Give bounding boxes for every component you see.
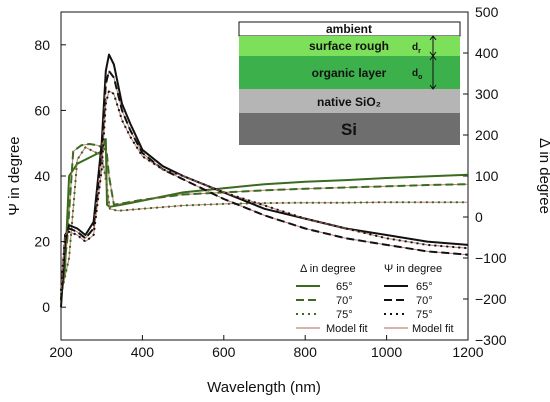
x-tick-label: 1000 [371,344,402,360]
legend-psi-65-label: 65° [416,281,433,293]
legend-delta-75-label: 75° [336,309,353,321]
x-tick-label: 600 [212,344,236,360]
legend-delta-70-label: 70° [336,295,353,307]
x-axis-label: Wavelength (nm) [207,379,321,396]
inset-native-sio2 [239,89,460,113]
legend-psi-70-label: 70° [416,295,433,307]
series-line-delta-65 [60,138,469,300]
y-right-tick-label: −200 [475,291,507,307]
legend-delta-65-label: 65° [336,281,353,293]
y-right-tick-label: 200 [475,127,499,143]
inset-native-sio2-label: native SiO₂ [317,95,381,109]
layer-stack-inset: ambient surface rough organic layer nati… [238,21,461,145]
y-left-tick-label: 0 [42,299,50,315]
model-fit-line-0 [60,138,469,300]
model-fit-line-5 [60,89,469,291]
y-right-tick-label: 300 [475,86,499,102]
y-left-axis-label: Ψ in degree [6,136,23,215]
model-fit-line-2 [60,146,468,296]
inset-dr-label: dr [412,42,421,55]
inset-si-label: Si [341,120,357,139]
inset-organic-layer [239,56,460,89]
inset-surface-rough [239,36,460,56]
legend-psi-title: Ψ in degree [384,263,442,275]
y-right-axis-label: Δ in degree [536,138,550,214]
inset-si [239,113,460,145]
x-tick-label: 200 [49,344,73,360]
legend: Δ in degree 65° 70° 75° Model fit Ψ in d… [296,263,454,335]
legend-psi-75-label: 75° [416,309,433,321]
y-left-tick-label: 60 [34,102,50,118]
inset-do-label: do [412,68,422,81]
y-right-tick-label: 400 [475,45,499,61]
legend-delta-fit-label: Model fit [326,323,368,335]
series-line-psi-70 [60,70,469,301]
inset-ambient-label: ambient [326,22,372,36]
tick-layer: 200 400 600 800 1000 1200020406080−300−200−10… [34,4,506,360]
x-tick-label: 800 [294,344,318,360]
y-left-tick-label: 20 [34,234,50,250]
x-tick-label: 400 [131,344,155,360]
legend-delta-title: Δ in degree [300,263,356,275]
inset-surface-rough-label: surface rough [309,39,389,53]
y-right-tick-label: 0 [475,209,483,225]
y-right-tick-label: 500 [475,4,499,20]
legend-psi-fit-label: Model fit [412,323,454,335]
y-left-tick-label: 40 [34,168,50,184]
y-right-tick-label: −100 [475,250,507,266]
y-left-tick-label: 80 [34,37,50,53]
y-right-tick-label: 100 [475,168,499,184]
inset-organic-layer-label: organic layer [312,66,387,80]
series-layer [60,53,469,308]
x-tick-label: 1200 [452,344,483,360]
y-right-tick-label: −300 [475,332,507,348]
series-line-delta-70 [60,143,469,291]
